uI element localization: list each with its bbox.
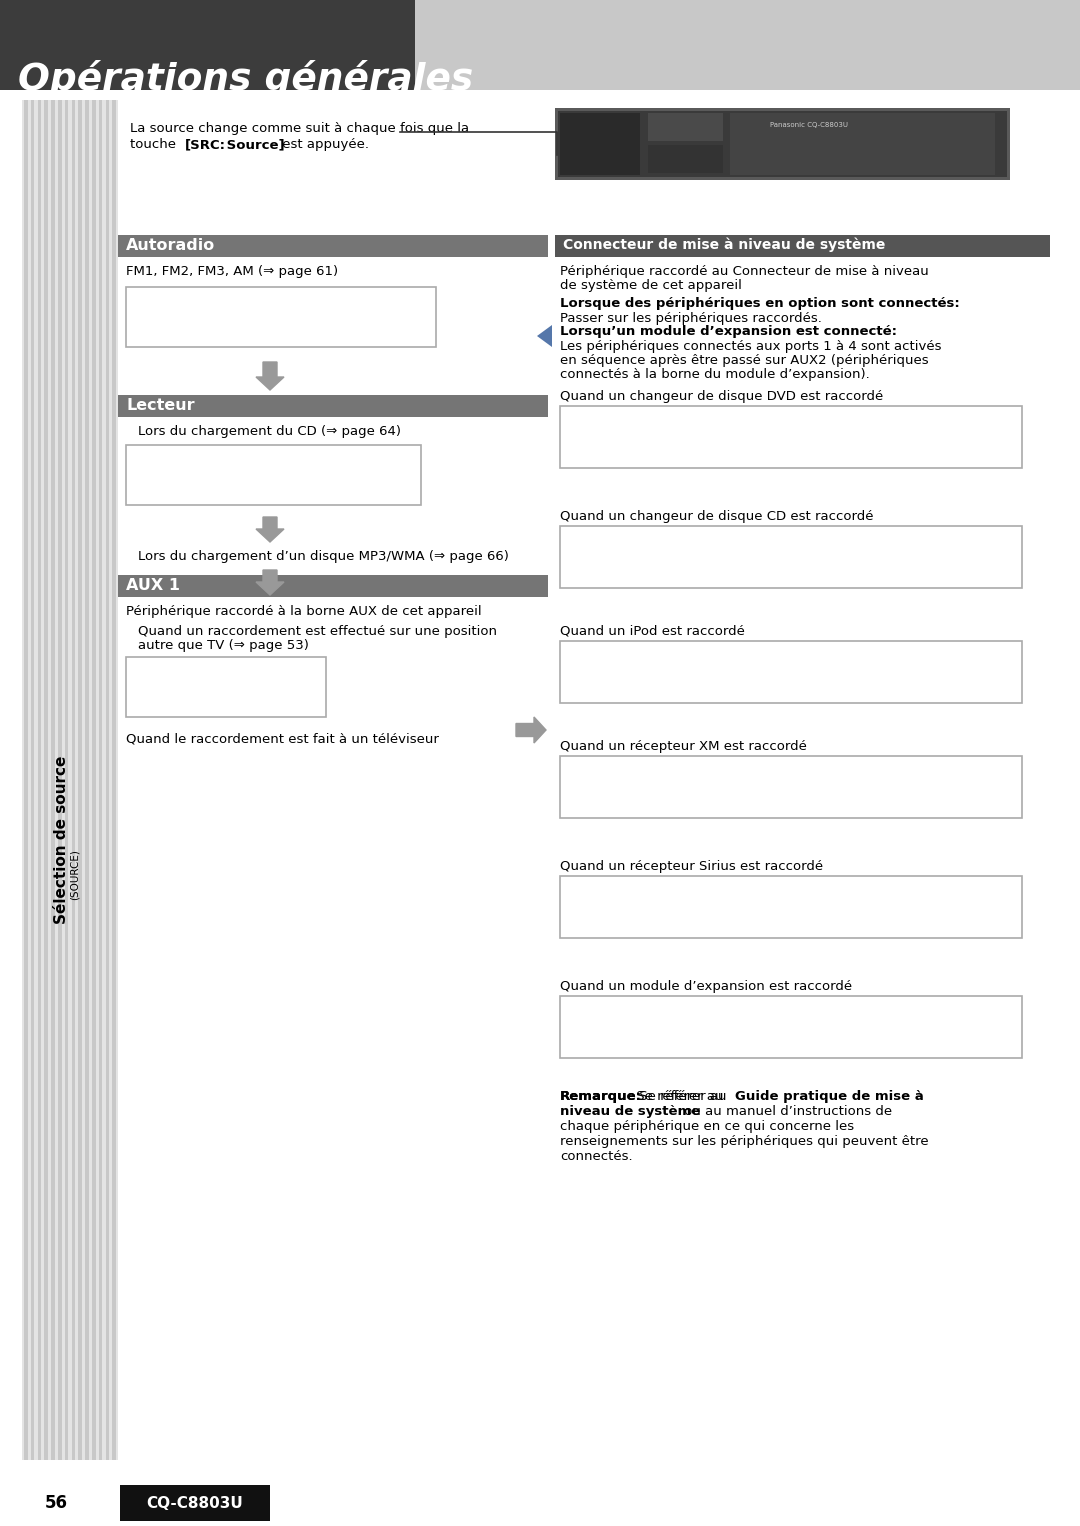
Bar (126, 446, 421, 505)
Bar (92, 101, 95, 1460)
Text: Quand un récepteur XM est raccordé: Quand un récepteur XM est raccordé (561, 740, 807, 752)
Bar (58, 101, 62, 1460)
Text: Connecteur de mise à niveau de système: Connecteur de mise à niveau de système (563, 238, 886, 252)
Bar (0, 1480, 1080, 1526)
Polygon shape (537, 325, 552, 346)
Bar (65, 101, 68, 1460)
Bar (126, 287, 436, 346)
Text: 56: 56 (45, 1494, 68, 1512)
Bar (51, 101, 55, 1460)
Text: de système de cet appareil: de système de cet appareil (561, 279, 742, 291)
Text: [SRC:: [SRC: (185, 137, 226, 151)
Text: Source]: Source] (222, 137, 285, 151)
Text: Lorsque des périphériques en option sont connectés:: Lorsque des périphériques en option sont… (561, 298, 960, 310)
Bar (561, 876, 1022, 938)
Bar (555, 108, 1010, 180)
Text: Lorsqu’un module d’expansion est connecté:: Lorsqu’un module d’expansion est connect… (561, 325, 897, 337)
Bar (0, 0, 415, 90)
Text: Quand un changeur de disque DVD est raccordé: Quand un changeur de disque DVD est racc… (561, 391, 883, 403)
FancyArrow shape (256, 571, 284, 595)
Bar (555, 235, 1050, 256)
Bar (118, 575, 548, 597)
Bar (22, 101, 118, 1460)
Text: Quand un changeur de disque CD est raccordé: Quand un changeur de disque CD est racco… (561, 510, 874, 523)
Text: Remarque:: Remarque: (561, 1090, 642, 1103)
Bar (98, 101, 103, 1460)
Bar (24, 101, 27, 1460)
Text: Se référer au: Se référer au (635, 1090, 731, 1103)
Text: (SOURCE): (SOURCE) (70, 850, 80, 900)
Text: AUX 1: AUX 1 (126, 578, 180, 594)
Text: niveau de système: niveau de système (561, 1105, 700, 1119)
Text: Passer sur les périphériques raccordés.: Passer sur les périphériques raccordés. (561, 311, 822, 325)
Text: Quand un iPod est raccordé: Quand un iPod est raccordé (561, 626, 745, 638)
FancyArrow shape (256, 517, 284, 542)
Text: Opérations générales: Opérations générales (18, 60, 473, 98)
Text: Remarque:: Remarque: (561, 1090, 642, 1103)
Text: renseignements sur les périphériques qui peuvent être: renseignements sur les périphériques qui… (561, 1135, 929, 1148)
Text: Guide pratique de mise à: Guide pratique de mise à (735, 1090, 923, 1103)
Bar (561, 406, 1022, 468)
FancyArrow shape (256, 362, 284, 391)
Text: Quand un récepteur Sirius est raccordé: Quand un récepteur Sirius est raccordé (561, 861, 823, 873)
Text: ou au manuel d’instructions de: ou au manuel d’instructions de (680, 1105, 892, 1119)
Text: La source change comme suit à chaque fois que la: La source change comme suit à chaque foi… (130, 122, 469, 134)
Text: Se référer au: Se référer au (632, 1090, 728, 1103)
Text: touche: touche (130, 137, 180, 151)
Bar (561, 996, 1022, 1058)
Text: autre que TV (⇒ page 53): autre que TV (⇒ page 53) (138, 639, 309, 652)
Bar (44, 101, 48, 1460)
Bar (561, 755, 1022, 818)
Text: Périphérique raccordé à la borne AUX de cet appareil: Périphérique raccordé à la borne AUX de … (126, 604, 482, 618)
Text: Lors du chargement d’un disque MP3/WMA (⇒ page 66): Lors du chargement d’un disque MP3/WMA (… (138, 549, 509, 563)
Text: chaque périphérique en ce qui concerne les: chaque périphérique en ce qui concerne l… (561, 1120, 854, 1132)
Bar (118, 235, 548, 256)
Bar (561, 113, 640, 175)
Text: Sélection de source: Sélection de source (54, 755, 69, 925)
Text: Quand un module d’expansion est raccordé: Quand un module d’expansion est raccordé (561, 980, 852, 993)
Bar (112, 101, 116, 1460)
Text: en séquence après être passé sur AUX2 (périphériques: en séquence après être passé sur AUX2 (p… (561, 354, 929, 366)
Text: connectés.: connectés. (561, 1151, 633, 1163)
Text: Autoradio: Autoradio (126, 238, 215, 253)
Text: CQ-C8803U: CQ-C8803U (147, 1495, 243, 1511)
Bar (118, 395, 548, 417)
Bar (106, 101, 109, 1460)
Bar (648, 113, 723, 140)
Bar (79, 101, 82, 1460)
Bar (126, 658, 326, 717)
FancyArrow shape (516, 717, 546, 743)
Bar (0, 0, 1080, 90)
Text: Quand un raccordement est effectué sur une position: Quand un raccordement est effectué sur u… (138, 626, 497, 638)
Bar (71, 101, 76, 1460)
Text: Lors du chargement du CD (⇒ page 64): Lors du chargement du CD (⇒ page 64) (138, 426, 401, 438)
Text: Panasonic CQ-C8803U: Panasonic CQ-C8803U (770, 122, 848, 128)
Text: est appuyée.: est appuyée. (278, 137, 369, 151)
Text: FM1, FM2, FM3, AM (⇒ page 61): FM1, FM2, FM3, AM (⇒ page 61) (126, 266, 338, 278)
Text: Quand le raccordement est fait à un téléviseur: Quand le raccordement est fait à un télé… (126, 732, 438, 745)
Text: Périphérique raccordé au Connecteur de mise à niveau: Périphérique raccordé au Connecteur de m… (561, 266, 929, 278)
Bar (85, 101, 89, 1460)
Text: connectés à la borne du module d’expansion).: connectés à la borne du module d’expansi… (561, 368, 869, 382)
Bar (120, 1485, 270, 1521)
Bar (561, 526, 1022, 588)
Text: Les périphériques connectés aux ports 1 à 4 sont activés: Les périphériques connectés aux ports 1 … (561, 340, 942, 353)
Bar (558, 111, 1007, 177)
Bar (561, 641, 1022, 703)
Bar (730, 113, 995, 175)
Bar (648, 145, 723, 172)
Bar (38, 101, 41, 1460)
Bar (31, 101, 35, 1460)
Text: Lecteur: Lecteur (126, 398, 194, 414)
